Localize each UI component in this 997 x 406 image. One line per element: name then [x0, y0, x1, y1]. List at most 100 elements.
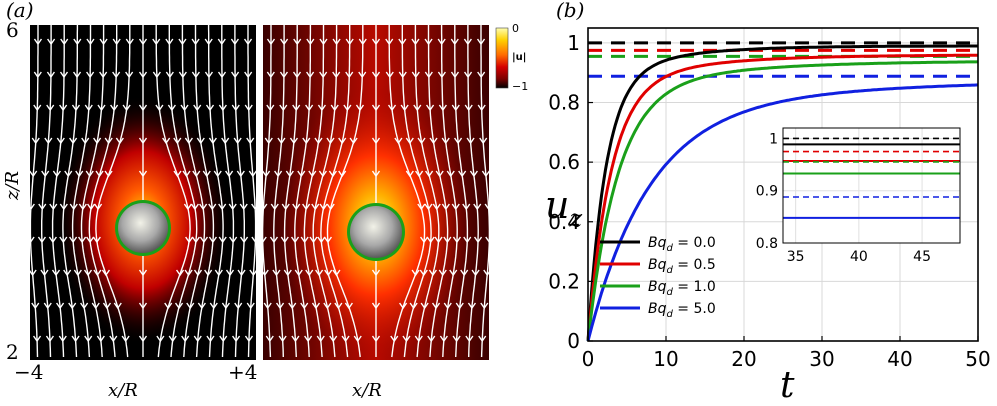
- flow-arrow: [435, 170, 444, 178]
- flow-arrow: [311, 203, 320, 211]
- flow-arrow: [239, 236, 249, 244]
- flow-arrow: [434, 236, 443, 244]
- flow-arrow: [466, 137, 475, 145]
- flow-arrow: [270, 203, 279, 211]
- flow-arrow: [30, 170, 38, 178]
- flow-arrow: [399, 302, 408, 310]
- flow-arrow: [349, 137, 358, 145]
- y-tick-label: 1: [567, 31, 580, 55]
- flow-arrow: [371, 104, 381, 112]
- flow-arrow: [481, 170, 489, 178]
- flow-arrow: [479, 137, 488, 145]
- streamline: [294, 25, 312, 358]
- inset-x-tick-label: 45: [913, 249, 931, 265]
- flow-arrow: [91, 302, 100, 310]
- streamline: [263, 25, 272, 358]
- flow-arrow: [109, 335, 118, 343]
- flow-arrow: [451, 203, 460, 211]
- panel-a-xlabel-left: x/R: [108, 380, 138, 401]
- flow-arrow: [186, 302, 195, 310]
- flow-arrow: [471, 269, 480, 277]
- flow-arrow: [402, 335, 411, 343]
- flow-arrow: [244, 104, 253, 112]
- flow-arrow: [185, 236, 194, 244]
- flow-arrow: [199, 203, 208, 211]
- flow-arrow: [371, 269, 381, 277]
- flow-arrow: [425, 104, 435, 112]
- flow-arrow: [69, 236, 78, 244]
- flow-arrow: [73, 269, 82, 277]
- streamline: [312, 25, 338, 358]
- flow-arrow: [78, 203, 87, 211]
- flow-arrow: [398, 38, 407, 46]
- flow-arrow: [219, 335, 228, 343]
- flow-arrow: [398, 71, 407, 79]
- flow-arrow: [58, 335, 67, 343]
- flow-arrow: [191, 71, 200, 79]
- flow-arrow: [59, 236, 68, 244]
- flow-arrow: [83, 269, 93, 277]
- flow-arrow: [121, 335, 130, 343]
- flow-arrow: [371, 335, 381, 343]
- flow-arrow: [297, 170, 306, 178]
- flow-arrow: [168, 335, 177, 343]
- flow-arrow: [101, 269, 111, 277]
- flow-arrow: [213, 170, 222, 178]
- flow-arrow: [330, 104, 339, 112]
- streamline: [168, 25, 198, 358]
- flow-arrow: [277, 137, 286, 145]
- flow-arrow: [302, 203, 311, 211]
- flow-arrow: [332, 71, 341, 79]
- flow-arrow: [288, 302, 297, 310]
- flow-arrow: [217, 38, 226, 46]
- streamline: [388, 25, 426, 358]
- panel-a-xtick-left: −4: [14, 360, 44, 384]
- streamline: [440, 25, 458, 358]
- panel-a-ytick-top: 6: [6, 18, 19, 42]
- flow-arrow: [208, 203, 217, 211]
- flow-arrow: [450, 71, 460, 79]
- y-tick-label: 0.2: [548, 269, 580, 293]
- flow-arrow: [243, 38, 253, 46]
- flow-arrow: [269, 236, 279, 244]
- flow-arrow: [343, 104, 352, 112]
- flow-arrow: [263, 170, 271, 178]
- flow-arrow: [266, 104, 275, 112]
- flow-arrow: [47, 38, 56, 46]
- streamline: [207, 25, 224, 358]
- flow-arrow: [193, 335, 202, 343]
- flow-arrow: [59, 203, 68, 211]
- flow-arrow: [244, 71, 253, 79]
- flow-arrow: [56, 137, 65, 145]
- flow-arrow: [292, 71, 302, 79]
- flow-arrow: [323, 302, 332, 310]
- flow-arrow: [231, 335, 241, 343]
- flow-arrow: [173, 170, 182, 178]
- flow-arrow: [266, 71, 275, 79]
- flow-arrow: [338, 137, 347, 145]
- flow-arrow: [37, 236, 47, 244]
- flow-arrow: [59, 71, 69, 79]
- flow-arrow: [191, 236, 200, 244]
- flow-arrow: [415, 170, 424, 178]
- legend-label: Bqd = 5.0: [648, 301, 716, 320]
- flow-arrow: [75, 170, 84, 178]
- flow-arrow: [315, 269, 324, 277]
- flow-arrow: [43, 302, 52, 310]
- flow-arrow: [69, 203, 78, 211]
- streamline: [41, 25, 52, 358]
- flow-arrow: [462, 203, 471, 211]
- flow-arrow: [38, 203, 47, 211]
- flow-arrow: [112, 38, 121, 46]
- flow-arrow: [85, 170, 94, 178]
- flow-arrow: [291, 335, 300, 343]
- streamline: [414, 25, 440, 358]
- flow-arrow: [59, 104, 68, 112]
- flow-arrow: [345, 38, 354, 46]
- inset-y-tick-label: 0.8: [756, 236, 778, 252]
- colorbar-bottom-label: −1: [512, 80, 529, 93]
- flow-arrow: [292, 104, 301, 112]
- flow-arrow: [234, 302, 243, 310]
- flow-arrow: [326, 137, 335, 145]
- flow-arrow: [64, 170, 73, 178]
